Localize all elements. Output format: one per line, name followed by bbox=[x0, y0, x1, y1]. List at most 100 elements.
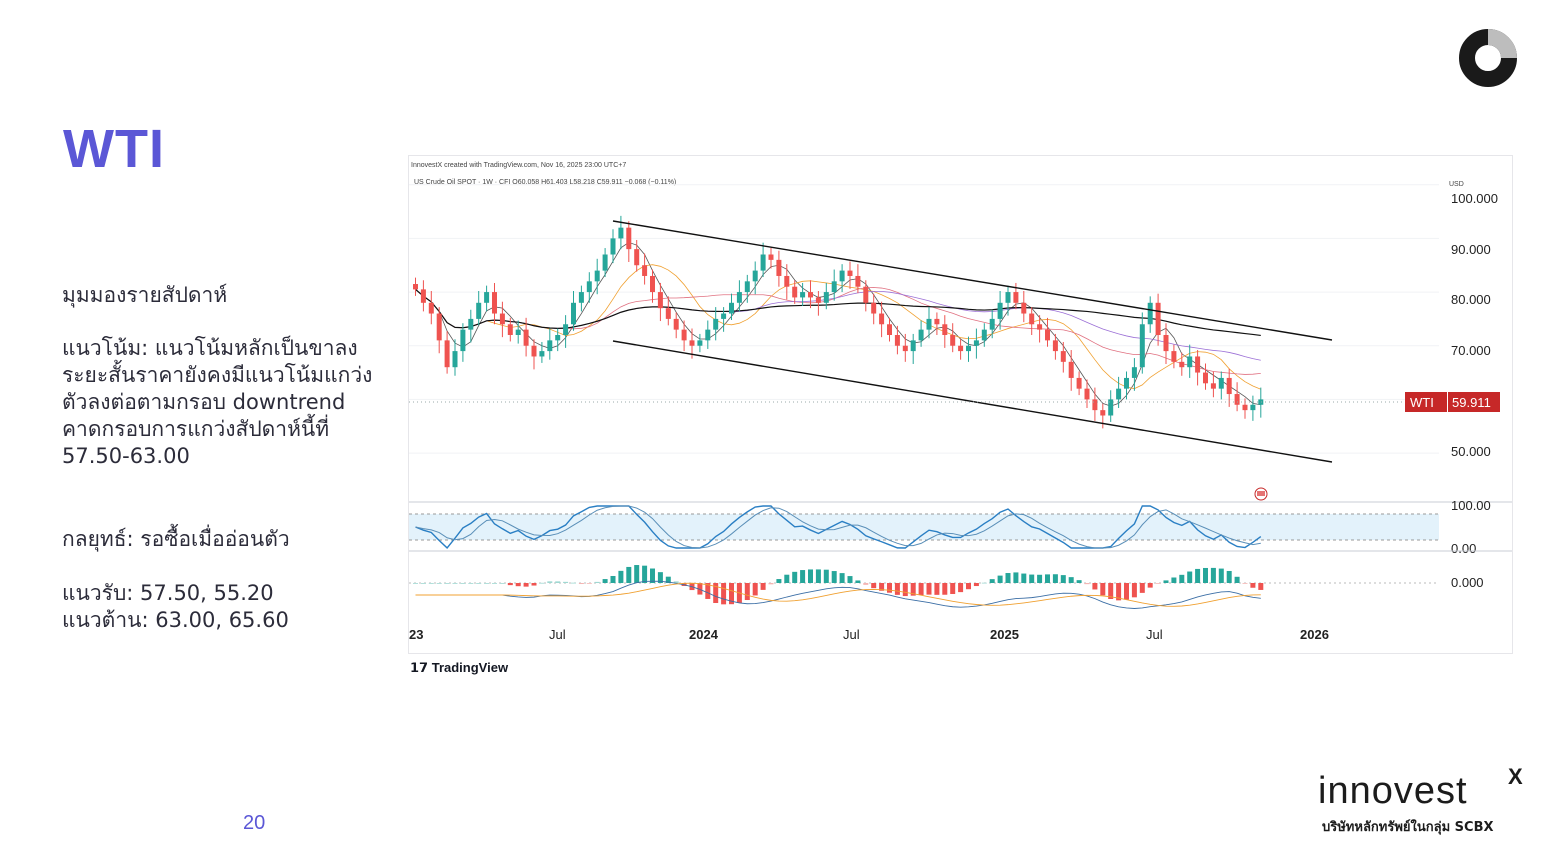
candle bbox=[823, 282, 829, 310]
candle-body bbox=[697, 340, 703, 346]
candle bbox=[831, 269, 837, 301]
macd-bar bbox=[721, 583, 727, 605]
candle bbox=[855, 264, 861, 294]
wti-chart[interactable]: InnovestX created with TradingView.com, … bbox=[408, 155, 1513, 654]
trend-text: แนวโน้ม: แนวโน้มหลักเป็นขาลง ระยะสั้นราค… bbox=[62, 335, 372, 470]
candle bbox=[1021, 290, 1027, 323]
macd-bar bbox=[950, 583, 956, 594]
macd-bar bbox=[744, 583, 750, 601]
candle-body bbox=[602, 254, 608, 271]
tradingview-label: TradingView bbox=[431, 660, 509, 675]
trend-line-5: 57.50-63.00 bbox=[62, 444, 190, 468]
candle-body bbox=[1218, 377, 1224, 389]
last-price-badge: WTI 59.911 bbox=[1405, 392, 1500, 412]
candle bbox=[926, 307, 932, 339]
macd-bar bbox=[523, 583, 529, 587]
macd-bar bbox=[1045, 574, 1050, 583]
macd-bar bbox=[1210, 567, 1216, 583]
candle-body bbox=[800, 292, 806, 298]
macd-bar bbox=[942, 583, 948, 595]
chart-header-1: InnovestX created with TradingView.com, … bbox=[411, 162, 626, 169]
page-number: 20 bbox=[243, 812, 266, 834]
candle bbox=[420, 280, 426, 312]
candle bbox=[1179, 352, 1185, 376]
macd-bar bbox=[626, 566, 632, 583]
trend-line-4: คาดกรอบการแกว่งสัปดาห์นี้ที่ bbox=[62, 417, 330, 441]
macd-bar bbox=[800, 570, 806, 583]
candle bbox=[468, 309, 474, 343]
candle-body bbox=[515, 329, 521, 335]
macd-bar bbox=[1258, 583, 1264, 590]
candle-body bbox=[1005, 292, 1011, 303]
candle bbox=[713, 307, 719, 341]
candle bbox=[981, 323, 987, 347]
candle bbox=[894, 325, 900, 355]
candle-body bbox=[792, 286, 798, 298]
candle bbox=[1195, 350, 1201, 386]
candle bbox=[657, 282, 663, 322]
macd-bar bbox=[1005, 573, 1011, 583]
candle bbox=[1124, 371, 1129, 400]
candle bbox=[934, 312, 940, 335]
rsi-signal bbox=[415, 505, 1261, 549]
candle-body bbox=[547, 340, 553, 352]
candle-body bbox=[578, 292, 584, 303]
candle-body bbox=[958, 345, 964, 352]
candle-body bbox=[1045, 329, 1050, 341]
candle-body bbox=[1234, 394, 1240, 405]
macd-bar bbox=[531, 583, 537, 586]
macd-bar bbox=[1250, 583, 1256, 588]
candle bbox=[1060, 341, 1066, 373]
candle-body bbox=[563, 324, 569, 335]
support-text: แนวรับ: 57.50, 55.20 bbox=[62, 581, 274, 605]
macd-bar bbox=[1124, 583, 1129, 600]
candle-body bbox=[531, 345, 537, 357]
trend-line-3: ตัวลงต่อตามกรอบ downtrend bbox=[62, 390, 346, 414]
candle bbox=[673, 312, 679, 339]
candle-body bbox=[1195, 356, 1201, 373]
candle bbox=[1155, 293, 1161, 346]
candle-body bbox=[1084, 388, 1090, 400]
candle-body bbox=[1052, 340, 1058, 352]
candle bbox=[1005, 285, 1011, 316]
candle bbox=[1139, 312, 1145, 374]
candle bbox=[1242, 398, 1248, 419]
candle-body bbox=[468, 318, 474, 330]
candle-body bbox=[934, 318, 940, 325]
rsi-tick-100: 100.00 bbox=[1451, 498, 1491, 513]
candle-body bbox=[815, 297, 821, 303]
tradingview-credit[interactable]: 𝟭𝟳 TradingView bbox=[410, 660, 508, 676]
candle-body bbox=[1226, 377, 1232, 395]
candle bbox=[910, 333, 916, 364]
candle bbox=[950, 323, 956, 353]
macd-bar bbox=[1021, 573, 1027, 583]
candle-body bbox=[1116, 388, 1122, 400]
candle bbox=[1147, 296, 1153, 333]
candle bbox=[918, 320, 924, 347]
candle bbox=[484, 285, 490, 312]
candle bbox=[1210, 371, 1216, 398]
candle-body bbox=[539, 351, 545, 357]
x-label-2025: 2025 bbox=[990, 627, 1019, 642]
candle bbox=[721, 307, 727, 332]
last-price-value: 59.911 bbox=[1452, 395, 1491, 410]
candle bbox=[555, 328, 561, 352]
candle bbox=[1218, 371, 1224, 400]
macd-bar bbox=[1076, 580, 1082, 583]
candle bbox=[634, 240, 640, 272]
rsi-tick-0: 0.00 bbox=[1451, 541, 1476, 556]
macd-bar bbox=[436, 583, 442, 584]
candle-body bbox=[1210, 383, 1216, 389]
candle-body bbox=[1139, 324, 1145, 368]
candle-body bbox=[926, 318, 932, 330]
candle bbox=[839, 264, 845, 293]
candle bbox=[618, 215, 624, 250]
candle-body bbox=[1155, 302, 1161, 335]
candle-body bbox=[1242, 404, 1248, 411]
macd-bar bbox=[934, 583, 940, 595]
candle-body bbox=[997, 302, 1003, 319]
macd-bar bbox=[887, 583, 892, 593]
last-price-symbol: WTI bbox=[1410, 395, 1434, 410]
candle-body bbox=[855, 275, 861, 287]
macd-bar bbox=[768, 583, 774, 585]
